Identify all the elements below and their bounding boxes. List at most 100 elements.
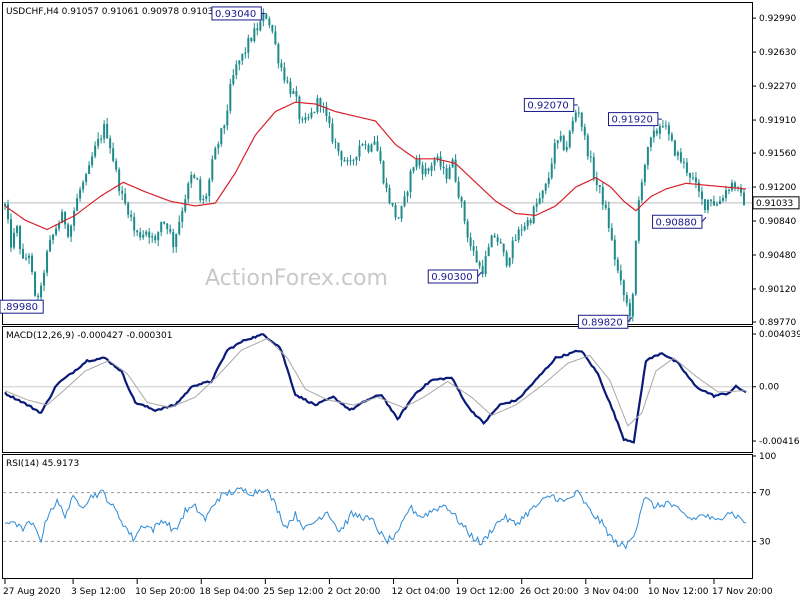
candle-body xyxy=(175,233,178,247)
candle-body xyxy=(217,144,220,149)
candle-body xyxy=(634,240,637,295)
x-tick-label: 18 Sep 04:00 xyxy=(199,587,259,597)
candle-body xyxy=(568,131,571,148)
rsi-y-tick-label: 30 xyxy=(759,537,771,547)
callout-box xyxy=(211,6,262,21)
candle-body xyxy=(190,175,193,184)
current-price-tag-box xyxy=(752,196,800,210)
candle-body xyxy=(664,125,667,127)
candle-body xyxy=(34,272,37,296)
candle-body xyxy=(616,259,619,271)
candle-body xyxy=(607,207,610,228)
macd-y-tick-label: -0.00416 xyxy=(759,437,800,447)
candle-body xyxy=(364,144,367,146)
candle-body xyxy=(7,204,10,220)
candle-body xyxy=(49,239,52,252)
candle-body xyxy=(445,168,448,179)
candle-body xyxy=(262,13,265,22)
x-tick-label: 17 Nov 20:00 xyxy=(712,587,773,597)
candle-body xyxy=(226,110,229,126)
price-panel-frame xyxy=(2,2,753,325)
callout-box xyxy=(427,269,479,284)
candle-body xyxy=(619,270,622,281)
candle-body xyxy=(259,21,262,31)
callout-box xyxy=(0,299,44,314)
candle-body xyxy=(442,166,445,169)
candle-body xyxy=(139,232,142,238)
candle-body xyxy=(241,53,244,61)
candle-body xyxy=(211,159,214,180)
candle-body xyxy=(583,127,586,136)
candle-body xyxy=(160,221,163,233)
candle-body xyxy=(97,138,100,146)
candle-body xyxy=(52,234,55,240)
rsi-y-tick-label: 70 xyxy=(759,489,771,499)
candle-body xyxy=(556,140,559,144)
candle-body xyxy=(61,211,64,223)
candle-body xyxy=(436,156,439,160)
candle-body xyxy=(115,160,118,170)
candle-body xyxy=(166,223,169,230)
candle-body xyxy=(25,258,28,260)
candle-body xyxy=(682,161,685,163)
moving-average-series xyxy=(4,101,747,231)
candle-body xyxy=(421,165,424,175)
candle-body xyxy=(10,219,13,248)
candle-body xyxy=(418,158,421,166)
x-tick-label: 25 Sep 12:00 xyxy=(263,587,323,597)
x-tick-label: 10 Nov 12:00 xyxy=(648,587,709,597)
candle-body xyxy=(640,182,643,201)
candle-body xyxy=(484,256,487,275)
price-panel-title: USDCHF,H4 0.91057 0.91061 0.90978 0.9103… xyxy=(6,7,219,17)
candle-body xyxy=(739,187,742,193)
rsi-line xyxy=(4,487,747,550)
candle-body xyxy=(148,231,151,238)
candle-body xyxy=(343,159,346,162)
candle-body xyxy=(73,210,76,226)
candle-body xyxy=(397,217,400,219)
candle-body xyxy=(157,232,160,241)
candle-body xyxy=(526,220,529,227)
candle-body xyxy=(169,229,172,232)
candle-body xyxy=(310,112,313,118)
candle-body xyxy=(151,236,154,238)
candle-body xyxy=(715,204,718,206)
candle-body xyxy=(199,179,202,201)
candle-body xyxy=(610,227,613,240)
candle-body xyxy=(559,135,562,141)
candle-body xyxy=(676,152,679,156)
moving-average-line xyxy=(4,101,747,231)
candle-body xyxy=(403,196,406,207)
candle-body xyxy=(94,145,97,157)
price-callouts: 0.93040 0.92070 0.91920 0.90880 0.90300 0.898… xyxy=(0,6,707,329)
candle-body xyxy=(544,183,547,191)
macd-signal-line xyxy=(4,337,746,427)
candle-body xyxy=(43,272,46,286)
rsi-y-tick-label: 100 xyxy=(759,452,776,462)
x-tick-label: 2 Oct 20:00 xyxy=(327,587,380,597)
callout-box xyxy=(577,314,629,329)
candle-body xyxy=(433,159,436,166)
x-tick-label: 12 Oct 04:00 xyxy=(392,587,451,597)
candle-body xyxy=(19,226,22,250)
candle-body xyxy=(463,201,466,222)
candle-body xyxy=(109,138,112,149)
candle-body xyxy=(466,221,469,238)
watermark: ActionForex.com xyxy=(205,266,388,291)
candle-body xyxy=(586,135,589,157)
candle-body xyxy=(145,231,148,235)
candle-body xyxy=(130,214,133,217)
candle-body xyxy=(106,123,109,139)
candle-body xyxy=(91,156,94,166)
candle-body xyxy=(367,145,370,152)
candle-body xyxy=(337,142,340,152)
macd-panel-frame xyxy=(2,326,753,453)
candle-body xyxy=(475,250,478,263)
candle-body xyxy=(505,252,508,266)
candle-body xyxy=(64,211,67,225)
candle-body xyxy=(376,141,379,152)
macd-series xyxy=(4,333,747,444)
candle-body xyxy=(277,44,280,64)
candle-body xyxy=(346,160,349,162)
candle-body xyxy=(424,168,427,175)
